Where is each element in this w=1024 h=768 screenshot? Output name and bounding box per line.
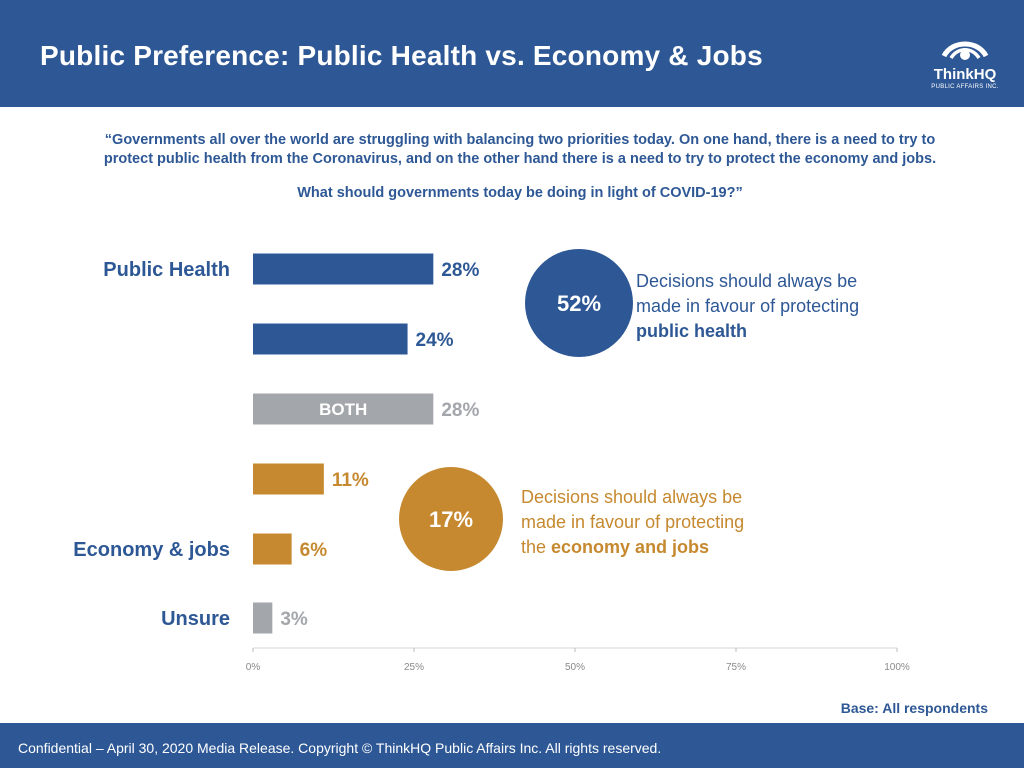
public-health-callout-text: Decisions should always be made in favou… [636, 269, 859, 344]
bar [253, 323, 408, 355]
question-text: “Governments all over the world are stru… [103, 132, 937, 167]
page-title: Public Preference: Public Health vs. Eco… [40, 40, 763, 71]
public-health-total-circle [525, 249, 633, 357]
x-tick-label: 25% [404, 662, 424, 673]
footer-text: Confidential – April 30, 2020 Media Rele… [18, 740, 662, 756]
value-label: 24% [416, 330, 454, 351]
eye-logo-icon [941, 41, 989, 60]
bar [253, 253, 434, 285]
value-label: 28% [441, 260, 479, 281]
callout-line: made in favour of protecting [636, 296, 860, 316]
bar [253, 463, 324, 495]
callout-emphasis: public health [636, 321, 748, 341]
base-note: Base: All respondents [840, 700, 988, 716]
bar [253, 602, 273, 634]
callout-line: Decisions should always be [636, 271, 858, 291]
category-label: Economy & jobs [73, 539, 230, 561]
thinkhq-logo: ThinkHQ PUBLIC AFFAIRS INC. [920, 34, 1010, 98]
public-health-total-value: 52% [557, 291, 601, 316]
x-tick-label: 100% [884, 662, 910, 673]
bar [253, 533, 292, 565]
economy-total-circle [399, 467, 503, 571]
value-label: 11% [332, 470, 369, 491]
x-tick-label: 0% [246, 662, 261, 673]
category-label: Public Health [103, 259, 230, 281]
logo-wordmark: ThinkHQ [933, 66, 997, 83]
x-tick-label: 50% [565, 662, 585, 673]
header-bar: Public Preference: Public Health vs. Eco… [0, 0, 1024, 107]
economy-callout-text: Decisions should always be made in favou… [521, 485, 744, 560]
survey-question: “Governments all over the world are stru… [100, 131, 940, 203]
callout-emphasis: economy and jobs [551, 537, 710, 557]
category-label: Unsure [161, 608, 230, 630]
logo-subtitle: PUBLIC AFFAIRS INC. [931, 84, 999, 90]
callout-line: made in favour of protecting [521, 512, 745, 532]
bar-inner-label: BOTH [319, 400, 367, 419]
economy-total-value: 17% [429, 507, 473, 532]
callout-line: the [521, 537, 552, 557]
value-label: 6% [300, 540, 328, 561]
footer-bar: Confidential – April 30, 2020 Media Rele… [0, 723, 1024, 768]
value-label: 28% [441, 400, 479, 421]
question-prompt: What should governments today be doing i… [297, 185, 743, 201]
callout-line: Decisions should always be [521, 487, 743, 507]
x-tick-label: 75% [726, 662, 746, 673]
bar [253, 393, 434, 425]
value-label: 3% [280, 609, 308, 630]
